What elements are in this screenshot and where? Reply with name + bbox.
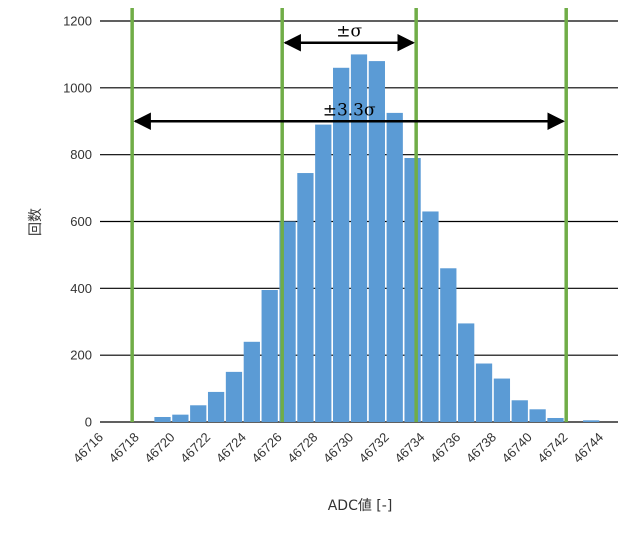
- x-tick-label: 46720: [141, 430, 177, 466]
- annotation-label: ±3.3σ: [323, 100, 376, 120]
- bar: [529, 409, 546, 422]
- x-tick-label: 46728: [284, 430, 320, 466]
- bar: [243, 341, 260, 422]
- x-tick-label: 46732: [356, 430, 392, 466]
- x-tick-label: 46716: [70, 430, 106, 466]
- y-tick-label: 1000: [63, 80, 92, 95]
- bar: [172, 414, 189, 422]
- x-tick-label: 46736: [427, 430, 463, 466]
- bar: [261, 290, 278, 422]
- bar: [207, 391, 225, 422]
- bar: [404, 158, 421, 422]
- y-tick-label: 600: [70, 214, 92, 229]
- bar: [333, 67, 350, 423]
- bar: [422, 211, 439, 422]
- x-axis-label: ADC値 [-]: [328, 498, 393, 514]
- bar: [350, 54, 368, 423]
- x-tick-label: 46726: [249, 430, 285, 466]
- bar: [225, 371, 243, 422]
- x-tick-label: 46730: [320, 430, 356, 466]
- bar: [458, 323, 475, 422]
- bar: [315, 124, 332, 422]
- x-tick-label: 46722: [177, 430, 213, 466]
- x-ticks: 46716 46718 46720 46722 46724 46726 46728 46730…: [70, 430, 606, 466]
- x-tick-label: 46742: [534, 430, 570, 466]
- x-tick-label: 46718: [106, 430, 142, 466]
- y-tick-label: 200: [70, 348, 92, 363]
- y-axis-label: 回数: [28, 208, 44, 236]
- bar: [475, 363, 493, 422]
- annotations: ±σ ±3.3σ: [133, 22, 565, 130]
- x-tick-label: 46734: [391, 430, 427, 466]
- y-ticks: 0 200 400 600 800 1000 1200: [63, 14, 92, 430]
- y-tick-label: 1200: [63, 14, 92, 29]
- y-tick-label: 0: [85, 415, 92, 430]
- bar: [386, 112, 403, 422]
- bar: [493, 378, 511, 422]
- bar: [368, 61, 385, 422]
- x-tick-label: 46744: [570, 430, 606, 466]
- y-tick-label: 800: [70, 147, 92, 162]
- bar: [297, 173, 314, 422]
- bar: [440, 268, 457, 422]
- bar: [583, 420, 600, 422]
- x-tick-label: 46724: [213, 430, 249, 466]
- bar: [154, 416, 171, 422]
- sigma-lines: [130, 8, 568, 422]
- annotation-label: ±σ: [336, 22, 362, 42]
- bars: [154, 54, 600, 423]
- bar: [190, 405, 207, 422]
- y-tick-label: 400: [70, 281, 92, 296]
- bar: [547, 417, 564, 422]
- x-tick-label: 46738: [463, 430, 499, 466]
- x-tick-label: 46740: [499, 430, 535, 466]
- bar: [511, 400, 528, 422]
